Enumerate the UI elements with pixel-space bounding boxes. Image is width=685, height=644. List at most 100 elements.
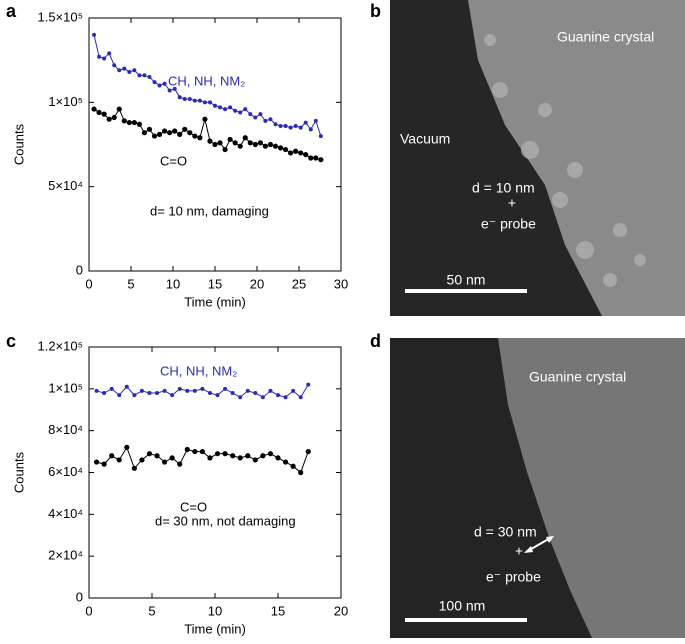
image-label: e⁻ probe bbox=[481, 216, 536, 232]
data-point bbox=[267, 451, 274, 457]
data-point bbox=[102, 391, 107, 396]
data-point bbox=[91, 106, 97, 112]
data-point bbox=[167, 130, 173, 136]
data-point bbox=[172, 128, 178, 134]
x-tick-label: 15 bbox=[271, 603, 285, 618]
data-point bbox=[192, 448, 198, 455]
crystal-region bbox=[468, 0, 685, 316]
data-point bbox=[132, 393, 137, 398]
data-point bbox=[318, 134, 323, 139]
x-axis-label: Time (min) bbox=[184, 621, 246, 636]
x-tick-label: 20 bbox=[250, 276, 264, 291]
data-point bbox=[238, 395, 243, 400]
data-point bbox=[116, 106, 122, 112]
data-point bbox=[232, 140, 238, 146]
x-tick-label: 25 bbox=[292, 276, 306, 291]
series-line bbox=[93, 107, 321, 161]
data-point bbox=[107, 51, 112, 56]
data-point bbox=[96, 109, 102, 116]
y-tick-label: 0 bbox=[76, 589, 83, 604]
data-point bbox=[102, 56, 107, 61]
data-point bbox=[282, 459, 289, 465]
data-point bbox=[157, 83, 162, 88]
x-tick-label: 0 bbox=[85, 276, 92, 291]
x-tick-label: 15 bbox=[208, 276, 222, 291]
data-point bbox=[146, 126, 153, 132]
data-point bbox=[228, 105, 233, 110]
data-point bbox=[147, 75, 152, 80]
image-label: e⁻ probe bbox=[486, 569, 541, 585]
data-point bbox=[207, 391, 212, 396]
data-point bbox=[122, 66, 127, 71]
crystal-texture bbox=[484, 34, 646, 287]
data-point bbox=[124, 444, 130, 450]
probe-marker: + bbox=[508, 195, 516, 211]
data-point bbox=[298, 150, 304, 156]
data-point bbox=[192, 133, 198, 139]
data-point bbox=[142, 73, 147, 78]
y-tick-label: 6×10⁴ bbox=[48, 464, 83, 479]
data-point bbox=[162, 459, 168, 465]
data-point bbox=[127, 69, 132, 74]
data-point bbox=[298, 125, 303, 130]
y-axis-label: Counts bbox=[11, 451, 26, 493]
data-point bbox=[177, 95, 182, 100]
data-point bbox=[283, 395, 288, 400]
y-tick-label: 1.2×10⁵ bbox=[37, 338, 83, 353]
data-point bbox=[93, 459, 100, 465]
scale-label: 50 nm bbox=[447, 272, 486, 288]
y-tick-label: 4×10⁴ bbox=[48, 506, 83, 521]
x-tick-label: 10 bbox=[166, 276, 180, 291]
data-point bbox=[313, 118, 318, 123]
data-point bbox=[212, 141, 218, 148]
image-label: Guanine crystal bbox=[557, 29, 654, 45]
data-point bbox=[252, 141, 258, 148]
image-label: d = 30 nm bbox=[474, 524, 537, 540]
x-tick-label: 5 bbox=[127, 276, 134, 291]
image-label: Vacuum bbox=[400, 131, 450, 147]
data-point bbox=[124, 384, 129, 389]
x-tick-label: 30 bbox=[334, 276, 348, 291]
data-point bbox=[263, 118, 268, 123]
data-point bbox=[131, 465, 137, 471]
data-point bbox=[156, 131, 163, 137]
data-point bbox=[187, 130, 193, 136]
y-axis-label: Counts bbox=[11, 123, 26, 165]
data-point bbox=[305, 448, 311, 455]
data-point bbox=[257, 140, 263, 146]
data-point bbox=[290, 463, 296, 469]
data-point bbox=[272, 143, 279, 149]
data-point bbox=[308, 127, 313, 132]
data-point bbox=[126, 119, 132, 126]
data-point bbox=[217, 140, 223, 146]
data-point bbox=[200, 386, 205, 391]
y-tick-label: 1×10⁵ bbox=[48, 380, 83, 395]
data-point bbox=[248, 112, 253, 117]
data-point bbox=[192, 98, 197, 103]
y-tick-label: 5×10⁴ bbox=[48, 178, 83, 193]
data-point bbox=[293, 123, 298, 128]
data-point bbox=[282, 146, 289, 153]
x-tick-label: 5 bbox=[148, 603, 155, 618]
data-point bbox=[92, 32, 97, 37]
data-point bbox=[245, 453, 251, 459]
data-point bbox=[276, 393, 280, 398]
data-point bbox=[152, 80, 157, 85]
data-point bbox=[109, 386, 114, 391]
data-point bbox=[275, 455, 281, 461]
data-point bbox=[268, 388, 273, 393]
data-point bbox=[258, 112, 263, 117]
data-point bbox=[199, 448, 205, 455]
data-point bbox=[237, 143, 243, 149]
data-point bbox=[242, 135, 248, 141]
annotation: d= 10 nm, damaging bbox=[150, 203, 269, 218]
data-point bbox=[207, 100, 212, 105]
data-point bbox=[151, 133, 158, 139]
image-label: d = 10 nm bbox=[472, 180, 535, 196]
data-point bbox=[177, 386, 182, 391]
data-point bbox=[185, 388, 190, 393]
data-point bbox=[116, 457, 122, 463]
data-point bbox=[306, 382, 311, 387]
data-point bbox=[117, 68, 122, 73]
